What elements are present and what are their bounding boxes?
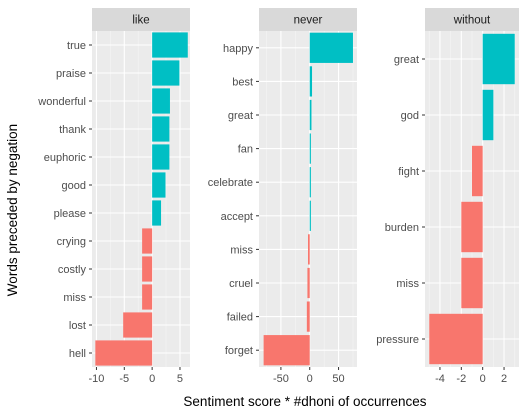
y-tick-label: god [401,110,419,122]
bar-like-hell [95,340,153,366]
y-tick-label: please [54,208,86,220]
bar-without-miss [461,257,483,309]
bar-without-pressure [429,313,483,365]
bar-like-good [152,172,166,198]
bar-never-best [309,66,313,97]
facet-strip [425,8,519,31]
facet-panel-like: like true praise wonderful thank euphoric good… [37,8,190,385]
bar-never-fan [309,133,311,164]
facet-strip-label: without [453,15,491,27]
y-tick-label: thank [59,124,86,136]
x-tick-label: 0 [149,373,155,385]
y-tick-label: cruel [229,278,253,290]
y-tick-label: lost [69,320,86,332]
x-tick-label: -5 [119,373,129,385]
y-tick-label: true [67,40,86,52]
panels-layer: like true praise wonderful thank euphoric good… [37,8,519,385]
y-tick-label: wonderful [37,96,86,108]
y-tick-label: good [62,180,86,192]
y-tick-label: miss [63,292,86,304]
bar-never-failed [306,301,310,332]
x-tick-label: 2 [501,373,507,385]
bar-like-please [152,200,162,226]
bar-like-costly [142,256,153,282]
bar-like-miss [142,284,153,310]
facet-strip [259,8,357,31]
facet-panel-without: without great god fight burden miss pressure -4… [376,8,519,385]
x-axis-title: Sentiment score * #dhoni of occurrences [183,394,426,409]
bar-never-great [309,99,312,131]
x-tick-label: -50 [273,373,289,385]
bar-never-cruel [307,267,310,299]
y-axis-title: Words preceded by negation [5,124,20,296]
bar-like-thank [152,116,170,142]
bar-never-forget [263,335,310,366]
y-tick-label: happy [223,43,253,55]
bar-like-lost [123,312,153,338]
y-tick-label: fight [398,166,419,178]
y-tick-label: euphoric [44,152,87,164]
y-tick-label: failed [227,312,253,324]
x-tick-label: 0 [307,373,313,385]
x-tick-label: 0 [480,373,486,385]
x-tick-label: -10 [89,373,105,385]
y-tick-label: burden [385,222,419,234]
y-tick-label: best [232,76,253,88]
bar-without-burden [461,201,483,253]
bar-never-happy [309,32,353,63]
y-tick-label: forget [225,345,253,357]
bar-never-celebrate [309,167,311,198]
y-tick-label: miss [396,278,419,290]
facet-strip-label: like [132,15,149,27]
y-tick-label: great [394,54,419,66]
bar-like-true [152,32,188,58]
bar-like-praise [152,60,180,86]
y-tick-label: miss [230,244,253,256]
y-tick-label: accept [221,211,253,223]
panel-background [92,31,190,367]
y-tick-label: hell [69,348,86,360]
y-tick-label: great [228,110,253,122]
bar-like-euphoric [152,144,170,170]
y-tick-label: costly [58,264,87,276]
facet-panel-never: never happy best great fan celebrate accept mis… [208,8,357,385]
x-tick-label: 50 [332,373,344,385]
y-tick-label: fan [238,144,253,156]
y-tick-label: crying [57,236,86,248]
x-tick-label: 5 [177,373,183,385]
y-tick-label: praise [56,68,86,80]
y-tick-label: celebrate [208,177,253,189]
bar-never-miss [308,234,310,265]
bar-like-wonderful [152,88,170,114]
bar-without-great [482,33,515,85]
x-tick-label: -2 [456,373,466,385]
bar-without-fight [472,145,483,197]
bar-without-god [482,89,494,141]
x-tick-label: -4 [435,373,445,385]
bar-never-accept [309,200,311,231]
facet-strip-label: never [294,15,323,27]
bar-like-crying [142,228,153,254]
y-tick-label: pressure [376,334,419,346]
facet-strip [92,8,190,31]
